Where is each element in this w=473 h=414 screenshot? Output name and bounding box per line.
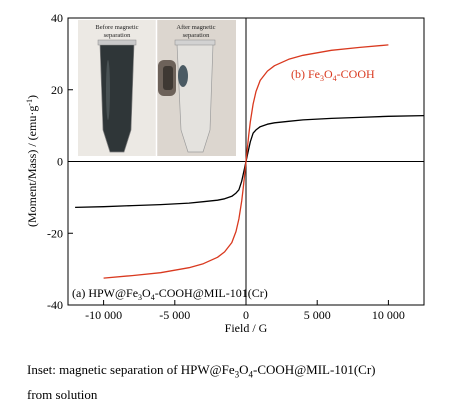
caption-sub4: 4 [248,369,254,380]
y-axis-label-main: (Moment/Mass) / (emu·g [25,106,39,227]
series-b-label-part2: O [324,67,333,81]
caption-part2: O [239,362,249,377]
inset-right-label-line1: After magnetic [176,24,215,31]
inset-left-label-line2: separation [104,32,131,39]
x-axis-label: Field / G [225,321,268,335]
y-tick-label: 0 [57,155,63,169]
x-tick-label: 0 [243,308,249,322]
x-tick-label: -10 000 [85,308,122,322]
series-b-label-sub4: 4 [333,74,337,83]
x-tick-label: 5 000 [304,308,331,322]
inset-photo: Before magnetic separation After magneti… [78,20,236,156]
series-b-label-sub3: 3 [320,74,324,83]
tube-before-rim [97,39,137,46]
figure-caption: Inset: magnetic separation of HPW@Fe3O4-… [27,360,467,404]
series-a-label: (a) HPW@Fe3O4-COOH@MIL-101(Cr) [72,286,268,302]
tube-before-body [99,43,135,153]
caption-sub3: 3 [234,369,240,380]
series-b-label-part1: (b) Fe [291,67,320,81]
series-a-label-part3: -COOH@MIL-101(Cr) [155,286,268,300]
x-tick-label: -5 000 [159,308,190,322]
caption-part3: -COOH@MIL-101(Cr) [253,362,376,377]
caption-line-2: from solution [27,386,98,402]
tick-group [68,17,389,306]
x-tick-label: 10 000 [372,308,405,322]
y-tick-label: 20 [51,83,63,97]
inset-right-label-line2: separation [183,32,210,39]
y-axis-label: (Moment/Mass) / (emu·g-1) [25,95,39,227]
series-group [75,44,425,279]
magnetic-particles [178,65,188,87]
y-tick-label: -40 [47,298,63,312]
series-b-label: (b) Fe3O4-COOH [291,67,375,83]
magnet-ring [163,66,173,90]
caption-line-1: Inset: magnetic separation of HPW@Fe3O4-… [27,360,467,385]
tube-before-glare [106,60,110,120]
inset-left-label-line1: Before magnetic [95,24,138,31]
series-a-label-sub4: 4 [151,293,155,302]
series-a-label-part1: (a) HPW@Fe [72,286,138,300]
y-tick-label: 40 [51,11,63,25]
y-axis-label-close: ) [25,95,39,99]
series-a-label-sub3: 3 [138,293,142,302]
y-axis-label-exp: -1 [25,99,34,106]
series-a-label-part2: O [142,286,151,300]
caption-part1: Inset: magnetic separation of HPW@Fe [27,362,235,377]
tick-label-group: -10 000 -5 000 0 5 000 10 000 -40 -20 0 20 40 [47,11,405,322]
y-tick-label: -20 [47,226,63,240]
series-line-b [103,44,389,279]
tube-after-rim [174,39,216,46]
series-b-label-part3: -COOH [337,67,375,81]
